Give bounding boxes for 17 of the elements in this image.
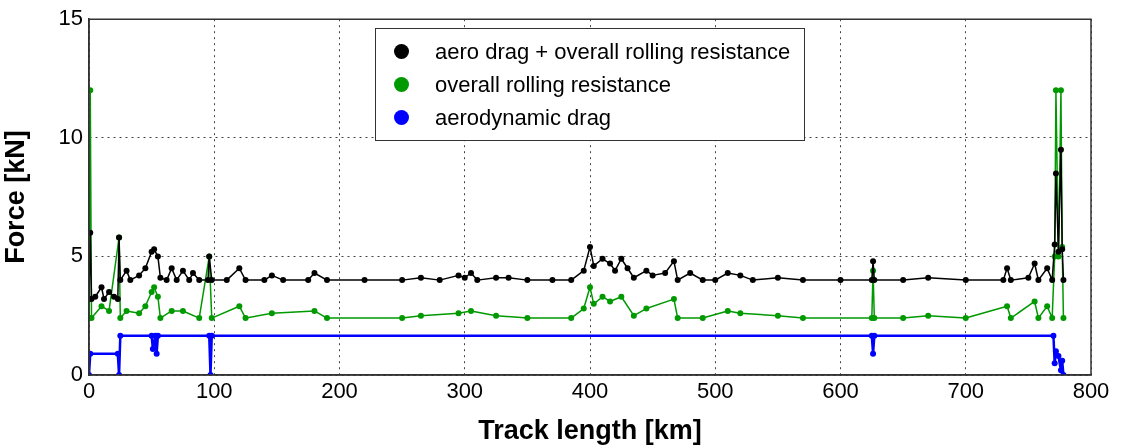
y-tick-label: 0 [70,361,83,387]
y-axis-title: Force [kN] [0,130,30,264]
y-tick-label: 5 [70,242,83,268]
y-tick-label: 10 [58,123,83,149]
x-tick-label: 800 [1072,378,1110,404]
x-tick-label: 300 [446,378,484,404]
x-tick-label: 200 [321,378,358,404]
x-tick-label: 100 [195,378,233,404]
legend-label: aero drag + overall rolling resistance [435,38,791,65]
x-tick-label: 400 [571,378,609,404]
legend-label: overall rolling resistance [435,71,671,98]
x-tick-label: 500 [696,378,734,404]
x-tick-label: 700 [947,378,985,404]
y-tick-label: 15 [58,5,83,31]
x-axis-title: Track length [km] [478,415,702,446]
legend-label: aerodynamic drag [435,104,612,131]
x-tick-label: 600 [822,378,859,404]
